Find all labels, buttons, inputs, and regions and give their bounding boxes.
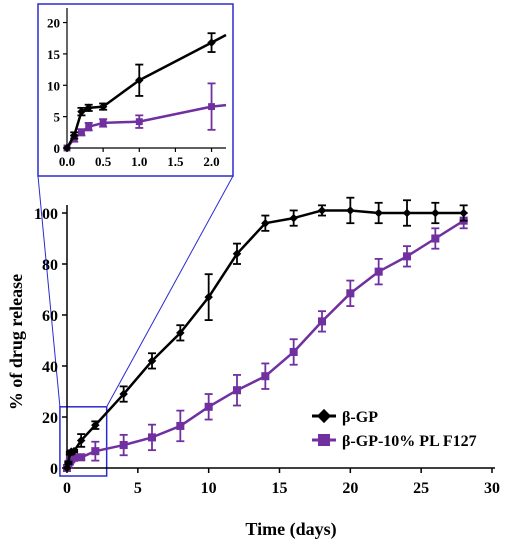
- y-axis-label: % of drug release: [6, 274, 26, 410]
- main-axes: 0 5 10 15 20 25 30 0 20 40 60 80 100: [34, 205, 500, 497]
- data-point: [176, 328, 185, 338]
- inset-data-point: [85, 123, 93, 131]
- data-point: [289, 347, 298, 356]
- data-point: [261, 372, 270, 381]
- y-tick-label: 100: [34, 206, 58, 223]
- legend-label-series-1: β-GP: [342, 409, 378, 426]
- x-tick-label: 10: [201, 480, 217, 497]
- x-tick-label: 30: [484, 480, 500, 497]
- data-point: [317, 206, 327, 215]
- legend: β-GP β-GP-10% PL F127: [312, 408, 477, 450]
- inset-data-point: [207, 38, 216, 47]
- x-tick-label: 0: [63, 480, 71, 497]
- data-point: [374, 267, 383, 276]
- inset-y-tick-label: 0: [54, 141, 61, 156]
- legend-marker-series-2: [318, 434, 330, 446]
- data-point: [402, 252, 412, 261]
- inset-data-point: [99, 119, 107, 127]
- inset-data-point: [135, 76, 144, 85]
- inset-y-tick-label: 20: [47, 16, 60, 31]
- y-tick-label: 60: [42, 308, 58, 325]
- data-point: [459, 208, 468, 218]
- x-tick-label: 25: [413, 480, 429, 497]
- inset-x-tick-label: 1.5: [167, 154, 184, 169]
- data-point: [261, 218, 270, 228]
- data-point: [204, 292, 213, 302]
- inset-data-point: [78, 128, 85, 136]
- zoom-connector-right: [106, 175, 234, 408]
- data-point: [77, 453, 86, 462]
- series-line-1: [65, 209, 464, 469]
- data-point: [176, 421, 185, 430]
- inset-plot: 0.0 0.5 1.0 1.5 2.0 0 5 10 15 20: [47, 8, 227, 169]
- data-point: [69, 446, 79, 456]
- data-point: [91, 447, 100, 456]
- inset-x-tick-label: 1.0: [131, 154, 147, 169]
- data-point: [374, 208, 383, 218]
- legend-marker-series-1: [316, 408, 332, 424]
- inset-data-point: [208, 103, 215, 111]
- data-point: [70, 453, 79, 462]
- data-point: [317, 317, 327, 326]
- y-tick-label: 40: [42, 359, 58, 376]
- data-point: [64, 458, 73, 468]
- series-1: [62, 196, 468, 473]
- x-axis-label: Time (days): [245, 519, 336, 540]
- inset-data-point: [69, 131, 79, 140]
- data-point: [402, 208, 412, 218]
- data-point: [232, 386, 242, 395]
- inset-data-point: [84, 103, 93, 113]
- data-point: [346, 289, 355, 298]
- zoom-connector-left: [37, 175, 61, 407]
- data-point: [147, 433, 157, 442]
- y-tick-label: 20: [42, 410, 58, 427]
- inset-x-tick-label: 0.0: [59, 154, 75, 169]
- x-tick-label: 15: [272, 480, 288, 497]
- data-point: [289, 213, 298, 223]
- inset-y-tick-label: 15: [47, 47, 61, 62]
- inset-data-point: [135, 118, 143, 126]
- data-point: [147, 356, 157, 366]
- data-point: [431, 208, 440, 218]
- y-tick-label: 0: [50, 461, 58, 478]
- x-tick-label: 20: [342, 480, 358, 497]
- data-point: [119, 441, 128, 450]
- legend-label-series-2: β-GP-10% PL F127: [342, 433, 477, 450]
- inset-series-1: [62, 32, 216, 153]
- data-point: [76, 436, 86, 445]
- zoom-region-box: [59, 406, 108, 477]
- inset-x-tick-label: 2.0: [203, 154, 219, 169]
- inset-data-point: [98, 102, 108, 111]
- main-series: [62, 196, 468, 473]
- data-point: [431, 234, 440, 243]
- data-point: [346, 206, 355, 215]
- y-tick-label: 80: [42, 257, 58, 274]
- inset-x-tick-label: 0.5: [95, 154, 112, 169]
- inset-y-tick-label: 5: [54, 110, 61, 125]
- data-point: [91, 420, 100, 430]
- x-tick-label: 5: [134, 480, 142, 497]
- inset-y-tick-label: 10: [47, 78, 60, 93]
- data-point: [119, 389, 128, 399]
- series-2: [62, 212, 468, 473]
- inset-data-point: [77, 107, 86, 116]
- data-point: [204, 402, 213, 411]
